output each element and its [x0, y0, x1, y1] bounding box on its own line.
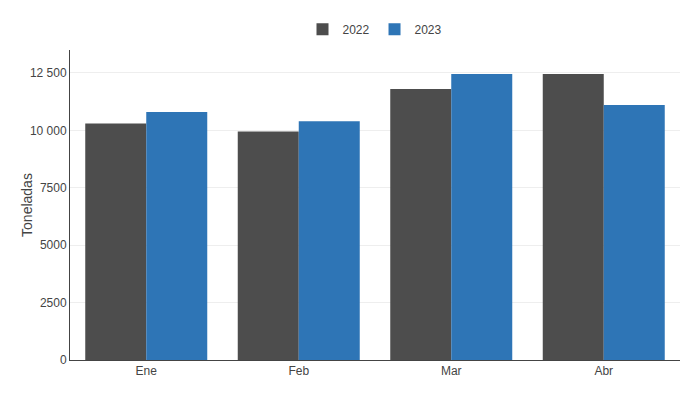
svg-text:Toneladas: Toneladas [19, 173, 35, 237]
svg-text:2023: 2023 [415, 23, 442, 37]
svg-text:2022: 2022 [343, 23, 370, 37]
svg-text:Abr: Abr [594, 364, 613, 378]
svg-text:10 000: 10 000 [30, 124, 67, 138]
svg-text:12 500: 12 500 [30, 66, 67, 80]
svg-text:0: 0 [60, 353, 67, 367]
svg-text:Feb: Feb [288, 364, 309, 378]
svg-text:2500: 2500 [40, 296, 67, 310]
svg-text:5000: 5000 [40, 238, 67, 252]
svg-text:Ene: Ene [136, 364, 158, 378]
svg-text:Mar: Mar [441, 364, 462, 378]
svg-text:7500: 7500 [40, 181, 67, 195]
